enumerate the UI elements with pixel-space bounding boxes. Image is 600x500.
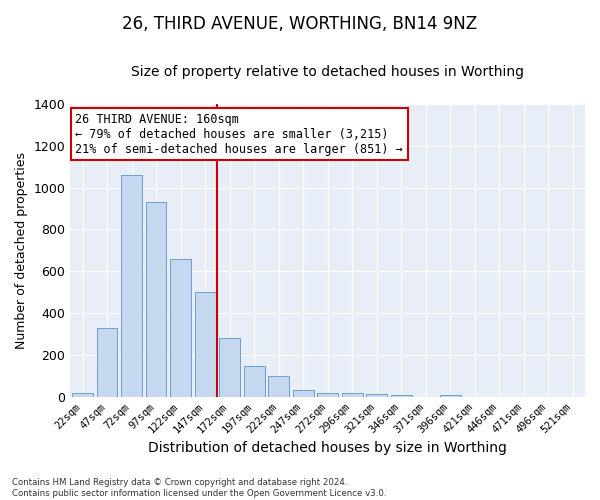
X-axis label: Distribution of detached houses by size in Worthing: Distribution of detached houses by size … <box>148 441 507 455</box>
Bar <box>146 202 166 397</box>
Bar <box>268 376 289 397</box>
Bar <box>72 393 93 397</box>
Y-axis label: Number of detached properties: Number of detached properties <box>15 152 28 349</box>
Bar <box>317 393 338 397</box>
Bar <box>391 395 412 397</box>
Bar <box>219 338 240 397</box>
Bar <box>440 395 461 397</box>
Bar <box>194 292 215 397</box>
Title: Size of property relative to detached houses in Worthing: Size of property relative to detached ho… <box>131 65 524 79</box>
Bar <box>293 390 314 397</box>
Bar <box>366 394 387 397</box>
Bar <box>170 259 191 397</box>
Bar <box>244 366 265 397</box>
Text: Contains HM Land Registry data © Crown copyright and database right 2024.
Contai: Contains HM Land Registry data © Crown c… <box>12 478 386 498</box>
Bar <box>97 328 118 397</box>
Text: 26, THIRD AVENUE, WORTHING, BN14 9NZ: 26, THIRD AVENUE, WORTHING, BN14 9NZ <box>122 15 478 33</box>
Bar <box>121 175 142 397</box>
Text: 26 THIRD AVENUE: 160sqm
← 79% of detached houses are smaller (3,215)
21% of semi: 26 THIRD AVENUE: 160sqm ← 79% of detache… <box>76 112 403 156</box>
Bar <box>342 393 362 397</box>
